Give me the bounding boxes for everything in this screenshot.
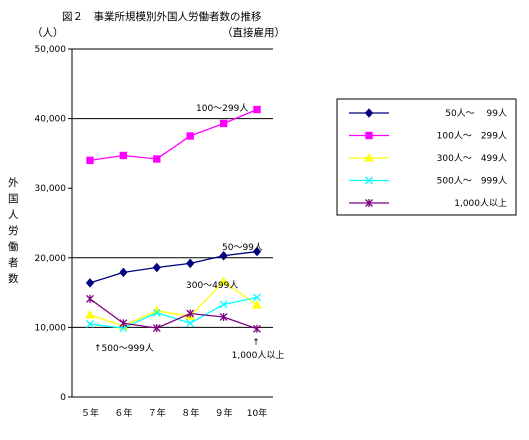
y-tick-label: 20,000 xyxy=(35,254,67,264)
data-point-series-4 xyxy=(253,293,261,302)
data-point-series-4 xyxy=(219,300,228,309)
unit-label: （人） xyxy=(32,27,64,39)
data-point-series-2 xyxy=(153,155,161,163)
data-point-series-5 xyxy=(186,309,195,318)
data-point-series-2 xyxy=(86,156,94,165)
data-point-series-1 xyxy=(85,278,95,288)
legend-swatch-marker xyxy=(365,176,373,185)
series-line-3 xyxy=(89,280,258,327)
series xyxy=(85,105,262,333)
y-tick-label: 40,000 xyxy=(35,115,67,125)
axes xyxy=(68,48,273,398)
legend-label: 50人～ 99人 xyxy=(445,108,507,119)
y-axis-label: 外国人労働者数 xyxy=(8,177,19,285)
data-point-series-1 xyxy=(219,250,228,261)
series-line-1 xyxy=(89,250,258,284)
annotation-label: ↑ xyxy=(252,338,260,348)
series-line-2 xyxy=(89,108,258,162)
legend: 50人～ 99人 100人～ 299人 300人～ 499人 500人～ 999人 1,… xyxy=(336,98,517,216)
y-tick-label: 0 xyxy=(60,393,66,403)
legend-label: 300人～ 499人 xyxy=(437,153,507,164)
data-point-series-5 xyxy=(219,312,228,321)
y-axis-label-char: 労 xyxy=(8,224,19,237)
data-point-series-1 xyxy=(252,246,262,257)
data-point-series-1 xyxy=(186,258,195,269)
legend-swatch-marker xyxy=(365,199,373,207)
x-tick-labels: ５年 ６年 ７年 ８年 ９年 10年 xyxy=(81,407,267,419)
x-tick-label: ５年 xyxy=(81,407,99,419)
data-point-series-5 xyxy=(119,319,128,328)
data-point-series-1 xyxy=(119,267,128,278)
y-tick-label: 10,000 xyxy=(35,323,67,333)
annotation-label: 100～299人 xyxy=(196,103,248,114)
data-point-series-2 xyxy=(253,105,261,114)
y-axis-label-char: 外 xyxy=(8,177,19,189)
x-tick-label: 10年 xyxy=(247,407,267,419)
data-point-series-5 xyxy=(253,324,261,333)
annotation-label: 50～99人 xyxy=(222,242,263,253)
y-tick-labels: 0 10,000 20,000 30,000 40,000 50,000 xyxy=(35,45,67,403)
x-tick-label: ６年 xyxy=(114,407,132,419)
legend-label: 100人～ 299人 xyxy=(437,131,507,142)
y-tick-label: 30,000 xyxy=(35,184,67,194)
series-line-4 xyxy=(89,296,258,329)
annotation-label: ↑500～999人 xyxy=(94,343,154,354)
annotations: 100～299人 50～99人 300～499人 ↑500～999人 ↑ 1,000人以上 xyxy=(94,103,284,361)
annotation-label: 1,000人以上 xyxy=(232,350,285,361)
y-axis-label-char: 働 xyxy=(8,240,19,253)
chart-subtitle: （直接雇用） xyxy=(222,26,285,39)
legend-swatch-marker xyxy=(364,152,374,162)
legend-label: 500人～ 999人 xyxy=(437,176,507,187)
y-axis-label-char: 国 xyxy=(8,193,19,205)
annotation-label: 300～499人 xyxy=(186,280,238,291)
legend-swatch-marker xyxy=(365,131,373,140)
x-tick-label: ９年 xyxy=(215,407,233,419)
data-point-series-3 xyxy=(218,276,229,285)
data-point-series-4 xyxy=(186,319,195,328)
x-tick-label: ７年 xyxy=(148,407,166,419)
data-point-series-1 xyxy=(152,262,161,273)
data-point-series-5 xyxy=(86,294,94,303)
data-point-series-4 xyxy=(86,319,94,328)
data-point-series-2 xyxy=(119,151,128,160)
chart-title: 図２ 事業所規模別外国人労働者数の推移 xyxy=(62,10,262,23)
gridlines xyxy=(72,48,273,328)
data-point-series-3 xyxy=(252,300,262,309)
y-axis-label-char: 人 xyxy=(8,209,19,221)
x-tick-label: ８年 xyxy=(181,407,199,419)
y-axis-label-char: 者 xyxy=(8,257,19,269)
series-line-5 xyxy=(89,298,258,330)
data-point-series-2 xyxy=(219,119,228,128)
legend-label: 1,000人以上 xyxy=(454,198,507,209)
y-tick-label: 50,000 xyxy=(35,45,67,55)
data-point-series-2 xyxy=(186,132,194,140)
data-point-series-3 xyxy=(85,309,95,319)
data-point-series-5 xyxy=(152,324,161,333)
data-point-series-4 xyxy=(152,308,161,317)
legend-swatch-marker xyxy=(364,108,374,118)
y-axis-label-char: 数 xyxy=(8,272,19,285)
